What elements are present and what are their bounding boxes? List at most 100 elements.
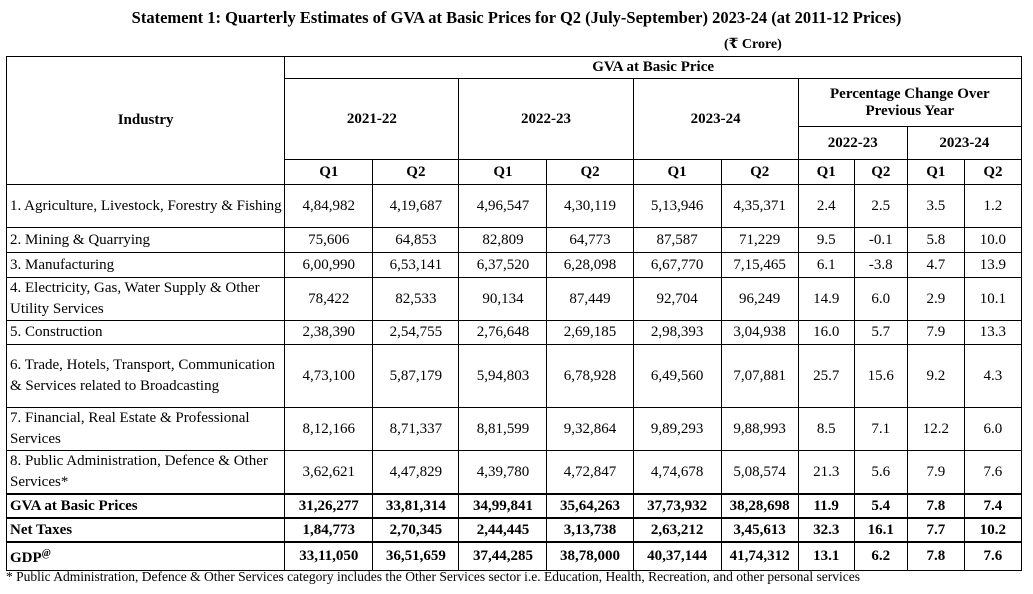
header-quarter: Q1 <box>458 159 548 185</box>
table-cell: 82,809 <box>458 227 548 253</box>
table-cell: 7.7 <box>906 517 965 543</box>
table-cell: 4,47,829 <box>372 450 460 495</box>
table-cell: 16.1 <box>853 517 908 543</box>
table-cell: 2,70,345 <box>372 517 460 543</box>
table-row: 5. Construction 2,38,390 2,54,755 2,76,648 2… <box>5 320 1023 345</box>
total-name-cell: GDP@ <box>5 541 286 571</box>
table-cell: 7.9 <box>906 320 965 345</box>
table-cell: 1.2 <box>963 184 1023 228</box>
industry-name: 5. Construction <box>5 320 286 345</box>
table-cell: 21.3 <box>797 450 855 495</box>
header-gva-group: GVA at Basic Price <box>284 56 1022 79</box>
header-quarter: Q1 <box>632 159 722 185</box>
total-name: GDP <box>10 550 42 567</box>
header-pct-year: 2023-24 <box>906 126 1023 160</box>
table-cell: 3,13,738 <box>546 517 634 543</box>
table-cell: 37,44,285 <box>458 541 548 571</box>
table-cell: 4.7 <box>906 252 965 278</box>
total-name-cell: Net Taxes <box>5 517 286 543</box>
table-cell: 8,71,337 <box>372 407 460 451</box>
table-cell: 33,81,314 <box>372 493 460 519</box>
industry-name: 6. Trade, Hotels, Transport, Communicati… <box>5 344 286 408</box>
header-year: 2021-22 <box>284 78 460 160</box>
table-cell: 4,35,371 <box>720 184 799 228</box>
header-quarter: Q1 <box>906 159 965 185</box>
table-cell: 3,45,613 <box>720 517 799 543</box>
table-cell: 5,13,946 <box>632 184 722 228</box>
table-cell: 15.6 <box>853 344 908 408</box>
gva-table: Industry GVA at Basic Price 2021-22 2022… <box>5 56 1023 571</box>
table-cell: 5,87,179 <box>372 344 460 408</box>
table-cell: 2,98,393 <box>632 320 722 345</box>
table-cell: 5,08,574 <box>720 450 799 495</box>
table-cell: 6,28,098 <box>546 252 634 278</box>
header-pct-change: Percentage Change Over Previous Year <box>797 78 1023 127</box>
table-cell: 2,38,390 <box>284 320 374 345</box>
table-cell: 4,96,547 <box>458 184 548 228</box>
table-cell: 2,76,648 <box>458 320 548 345</box>
table-cell: 2,44,445 <box>458 517 548 543</box>
header-quarter: Q2 <box>546 159 634 185</box>
table-cell: 41,74,312 <box>720 541 799 571</box>
table-cell: 6,37,520 <box>458 252 548 278</box>
table-cell: 6.0 <box>853 277 908 321</box>
total-row: GVA at Basic Prices 31,26,277 33,81,314 34,… <box>5 493 1023 519</box>
table-cell: 6,67,770 <box>632 252 722 278</box>
table-cell: 4,72,847 <box>546 450 634 495</box>
total-name: GVA at Basic Prices <box>10 497 138 514</box>
table-cell: 33,11,050 <box>284 541 374 571</box>
table-cell: 31,26,277 <box>284 493 374 519</box>
table-cell: 13.9 <box>963 252 1023 278</box>
table-cell: 7.8 <box>906 493 965 519</box>
table-cell: 71,229 <box>720 227 799 253</box>
table-cell: 87,449 <box>546 277 634 321</box>
table-cell: 9.2 <box>906 344 965 408</box>
table-cell: 14.9 <box>797 277 855 321</box>
table-cell: 92,704 <box>632 277 722 321</box>
table-cell: 13.1 <box>797 541 855 571</box>
table-cell: 4.3 <box>963 344 1023 408</box>
table-cell: 7.6 <box>963 541 1023 571</box>
table-cell: 5,94,803 <box>458 344 548 408</box>
table-cell: 2,69,185 <box>546 320 634 345</box>
table-cell: 8.5 <box>797 407 855 451</box>
header-quarter: Q1 <box>797 159 855 185</box>
header-pct-year: 2022-23 <box>797 126 908 160</box>
table-cell: 2,54,755 <box>372 320 460 345</box>
table-cell: 35,64,263 <box>546 493 634 519</box>
table-row: 6. Trade, Hotels, Transport, Communicati… <box>5 344 1023 408</box>
total-name-superscript: @ <box>41 548 51 560</box>
table-cell: 32.3 <box>797 517 855 543</box>
industry-name: 3. Manufacturing <box>5 252 286 278</box>
table-cell: 5.7 <box>853 320 908 345</box>
table-cell: 64,853 <box>372 227 460 253</box>
table-cell: -0.1 <box>853 227 908 253</box>
industry-name: 2. Mining & Quarrying <box>5 227 286 253</box>
total-row: Net Taxes 1,84,773 2,70,345 2,44,445 3,13,73… <box>5 517 1023 543</box>
total-row: GDP@ 33,11,050 36,51,659 37,44,285 38,78,000… <box>5 541 1023 571</box>
table-row: 8. Public Administration, Defence & Othe… <box>5 450 1023 495</box>
table-cell: 9.5 <box>797 227 855 253</box>
table-cell: 38,28,698 <box>720 493 799 519</box>
table-cell: 7.1 <box>853 407 908 451</box>
table-cell: 2.9 <box>906 277 965 321</box>
table-cell: 8,81,599 <box>458 407 548 451</box>
table-cell: 9,89,293 <box>632 407 722 451</box>
table-cell: 6,78,928 <box>546 344 634 408</box>
table-cell: 7,07,881 <box>720 344 799 408</box>
table-cell: 3,04,938 <box>720 320 799 345</box>
table-cell: 3,62,621 <box>284 450 374 495</box>
table-row: 2. Mining & Quarrying 75,606 64,853 82,809 6… <box>5 227 1023 253</box>
table-cell: 96,249 <box>720 277 799 321</box>
header-quarter: Q2 <box>963 159 1023 185</box>
table-row: 7. Financial, Real Estate & Professional… <box>5 407 1023 451</box>
header-year: 2023-24 <box>632 78 799 160</box>
table-cell: 6,00,990 <box>284 252 374 278</box>
header-quarter: Q1 <box>284 159 374 185</box>
header-quarter: Q2 <box>372 159 460 185</box>
industry-name: 4. Electricity, Gas, Water Supply & Othe… <box>5 277 286 321</box>
table-cell: 25.7 <box>797 344 855 408</box>
table-cell: 7.9 <box>906 450 965 495</box>
table-cell: 2.5 <box>853 184 908 228</box>
table-cell: 6.2 <box>853 541 908 571</box>
